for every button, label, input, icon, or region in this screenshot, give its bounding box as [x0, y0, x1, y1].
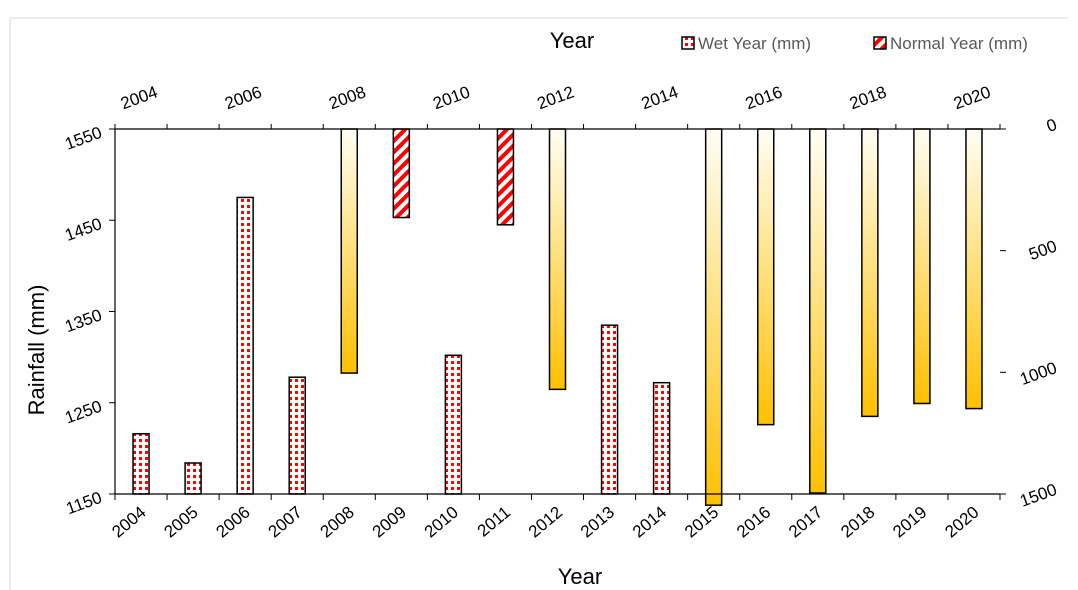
legend: Wet Year (mm) Normal Year (mm): [681, 34, 1028, 53]
bottom-axis-title: Year: [558, 564, 602, 589]
bar-wet-2014: [652, 381, 671, 495]
bar-wet-2005: [184, 462, 202, 495]
bar-normal-2020: [965, 128, 983, 410]
bar-wet-2010: [444, 354, 463, 495]
bar-normal-2008: [340, 128, 359, 374]
bar-normal-2015: [704, 128, 723, 506]
top-axis-title: Year: [550, 28, 594, 53]
bar-normal-2018: [861, 128, 879, 418]
bar-wet-2011: [496, 128, 515, 226]
y-axis-title: Rainfall (mm): [24, 285, 49, 416]
bar-normal-2019: [913, 128, 931, 405]
bar-wet-2004: [132, 433, 150, 495]
legend-swatch-normal: [873, 36, 887, 50]
legend-swatch-wet: [681, 36, 695, 50]
legend-label-wet: Wet Year (mm): [698, 34, 811, 53]
bars-layer: [132, 128, 983, 506]
axes-layer: [109, 124, 1006, 500]
bar-normal-2012: [548, 128, 567, 391]
bar-normal-2016: [756, 128, 775, 426]
bar-wet-2007: [288, 376, 306, 495]
bar-wet-2009: [392, 128, 411, 219]
bar-wet-2006: [236, 196, 254, 495]
bar-normal-2017: [809, 128, 827, 494]
bar-wet-2013: [600, 324, 619, 495]
legend-label-normal: Normal Year (mm): [890, 34, 1028, 53]
